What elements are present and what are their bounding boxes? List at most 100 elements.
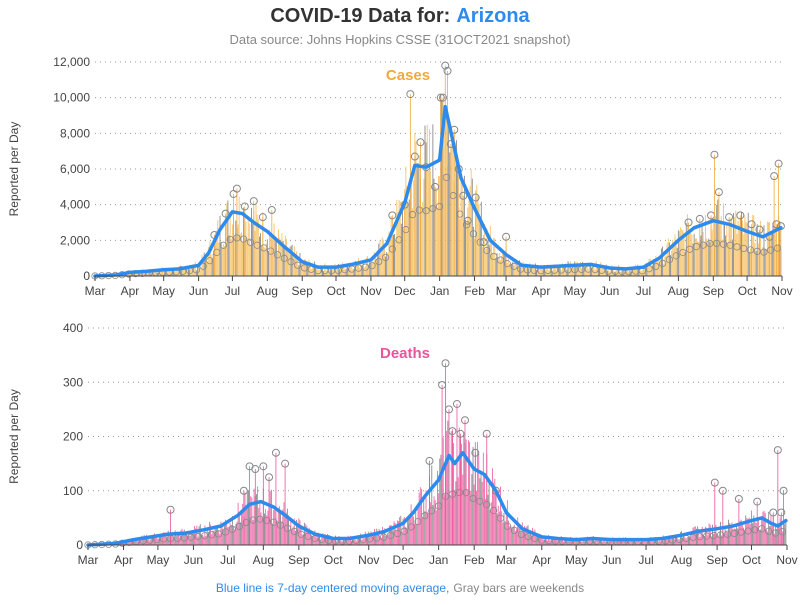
deaths-daily-bar [171,535,172,545]
deaths-daily-bar [500,487,501,545]
cases-daily-bar [732,239,733,276]
deaths-daily-bar [446,431,447,545]
cases-daily-bar [462,184,463,276]
cases-daily-bar [248,219,249,276]
cases-xtick-label: Jun [600,284,619,298]
deaths-daily-bar [536,536,537,545]
cases-daily-bar [743,234,744,276]
deaths-daily-bar [272,524,273,545]
deaths-daily-bar [420,487,421,545]
deaths-daily-bar [422,517,423,545]
deaths-daily-bar [439,459,440,545]
cases-xtick-label: Mar [85,284,106,298]
deaths-xtick-label: Oct [324,553,343,567]
cases-daily-bar [698,242,699,276]
deaths-daily-bar [534,530,535,545]
deaths-daily-bar [356,541,357,545]
cases-daily-bar [195,262,196,276]
deaths-daily-bar [396,530,397,545]
cases-daily-bar [268,251,269,276]
cases-daily-bar [429,129,430,276]
cases-daily-bar [286,239,287,276]
cases-daily-bar [636,269,637,276]
cases-daily-bar [354,269,355,276]
cases-daily-bar [413,180,414,276]
deaths-daily-bar [300,520,301,545]
cases-daily-bar [553,267,554,276]
cases-daily-bar [717,200,718,276]
deaths-daily-bar [217,527,218,545]
cases-daily-bar [254,231,255,276]
cases-daily-bar [504,253,505,276]
cases-daily-bar [434,179,435,276]
deaths-daily-bar [690,536,691,545]
cases-daily-bar [231,239,232,276]
deaths-daily-bar [694,527,695,545]
deaths-daily-bar [443,437,444,545]
cases-daily-bar [727,244,728,276]
cases-daily-bar [466,222,467,276]
deaths-xtick-label: May [565,553,588,567]
deaths-daily-bar [405,527,406,545]
cases-xtick-label: Apr [121,284,140,298]
cases-daily-bar [722,240,723,276]
cases-daily-bar [620,272,621,276]
cases-xtick-label: May [152,284,175,298]
cases-daily-bar [272,235,273,276]
deaths-daily-bar [292,529,293,545]
deaths-daily-bar [512,527,513,545]
cases-daily-bar [741,212,742,276]
deaths-xtick-label: Jul [638,553,653,567]
cases-daily-bar [270,237,271,276]
deaths-xtick-label: Apr [114,553,133,567]
deaths-daily-bar [522,522,523,545]
cases-daily-bar [405,167,406,276]
cases-daily-bar [319,270,320,276]
cases-daily-bar [297,259,298,276]
deaths-daily-bar [501,511,502,545]
deaths-daily-bar [467,489,468,545]
deaths-xtick-label: Nov [358,553,379,567]
cases-ylabel: Reported per Day [7,122,21,217]
deaths-daily-bar [767,532,768,545]
deaths-daily-bar [521,532,522,545]
deaths-daily-bar [413,516,414,545]
cases-daily-bar [411,172,412,276]
deaths-daily-bar [226,522,227,545]
deaths-daily-bar [490,510,491,545]
cases-daily-bar [421,207,422,276]
deaths-xtick-label: Mar [78,553,99,567]
cases-xtick-label: May [563,284,586,298]
cases-daily-bar [260,233,261,276]
cases-daily-bar [661,248,662,276]
cases-xtick-label: Jun [189,284,208,298]
title-state: Arizona [456,5,530,27]
deaths-daily-bar [478,454,479,545]
deaths-daily-bar [258,508,259,545]
cases-xtick-label: Nov [771,284,792,298]
cases-daily-bar [438,176,439,276]
deaths-daily-bar [481,470,482,545]
cases-xtick-label: Jul [636,284,651,298]
deaths-daily-bar [247,490,248,545]
cases-xtick-label: Aug [257,284,278,298]
cases-daily-bar [364,268,365,276]
deaths-daily-bar [549,540,550,545]
deaths-xtick-label: Oct [742,553,761,567]
deaths-daily-bar [528,525,529,545]
cases-daily-bar [412,208,413,276]
deaths-daily-bar [487,495,488,545]
footer-note: Blue line is 7-day centered moving avera… [216,581,584,595]
cases-daily-bar [712,230,713,276]
deaths-daily-bar [479,478,480,545]
deaths-daily-bar [713,534,714,545]
cases-daily-bar [252,224,253,276]
cases-daily-bar [241,232,242,276]
cases-xtick-label: Mar [496,284,517,298]
deaths-daily-bar [240,522,241,545]
deaths-daily-bar [239,516,240,545]
deaths-daily-bar [502,522,503,545]
cases-daily-bar [601,269,602,276]
cases-daily-bar [439,176,440,276]
